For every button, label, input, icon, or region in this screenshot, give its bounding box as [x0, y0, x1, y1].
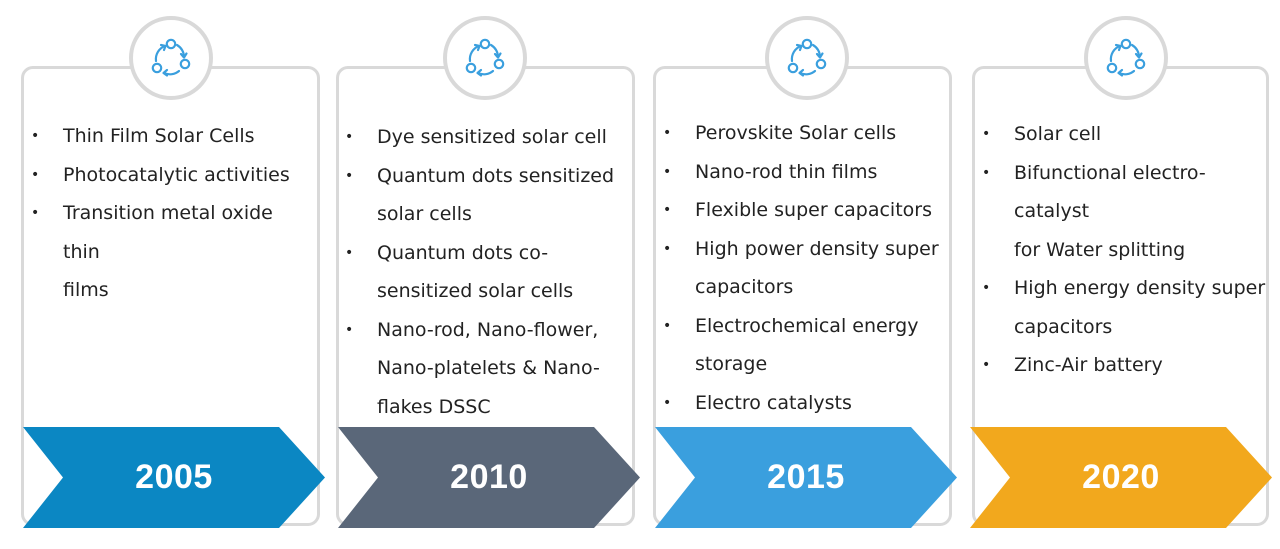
list-item: Solar cell — [982, 115, 1267, 154]
list-item-continuation: flakes DSSC — [377, 395, 491, 418]
icon-badge-2010 — [443, 16, 527, 100]
icon-badge-2020 — [1084, 16, 1168, 100]
item-list-2020: Solar cell Bifunctional electro-catalyst… — [982, 115, 1267, 385]
cycle-icon — [151, 38, 191, 77]
year-label: 2010 — [450, 458, 528, 496]
list-item-continuation: films — [63, 279, 109, 301]
list-item: Nano-rod thin films — [663, 153, 943, 192]
list-item: Thin Film Solar Cells — [31, 117, 311, 156]
year-banner-2015: 2015 — [655, 427, 957, 528]
list-item: Electro catalysts — [663, 384, 943, 423]
list-item: Zinc-Air battery — [982, 346, 1267, 385]
chevron-arrow-shape — [970, 427, 1272, 528]
list-item: Electrochemical energy — [663, 307, 943, 346]
list-item: Perovskite Solar cells — [663, 114, 943, 153]
list-item: Quantum dots sensitized — [345, 157, 625, 196]
icon-badge-2005 — [129, 16, 213, 100]
year-label: 2005 — [135, 458, 213, 496]
cycle-icon — [1106, 38, 1146, 77]
year-banner-2005: 2005 — [23, 427, 325, 528]
year-label: 2015 — [767, 458, 845, 496]
year-banner-2010: 2010 — [338, 427, 640, 528]
list-item: Bifunctional electro-catalyst — [982, 154, 1267, 231]
icon-badge-2015 — [765, 16, 849, 100]
list-item-continuation: capacitors — [1014, 315, 1113, 338]
list-item: Photocatalytic activities — [31, 156, 311, 195]
cycle-icon — [465, 38, 505, 77]
item-list-2010: Dye sensitized solar cell Quantum dots s… — [345, 118, 625, 426]
list-item-continuation: capacitors — [695, 276, 794, 298]
year-banner-2020: 2020 — [970, 427, 1272, 528]
list-item: Transition metal oxide thin — [31, 194, 311, 271]
year-label: 2020 — [1082, 458, 1160, 496]
item-list-2005: Thin Film Solar Cells Photocatalytic act… — [31, 117, 311, 310]
list-item: High power density super — [663, 230, 943, 269]
chevron-arrow-shape — [655, 427, 957, 528]
list-item-continuation: Nano-platelets & Nano- — [377, 357, 600, 379]
list-item: Quantum dots co- — [345, 234, 625, 273]
list-item: High energy density super — [982, 269, 1267, 308]
item-list-2015: Perovskite Solar cells Nano-rod thin fil… — [663, 114, 943, 422]
cycle-icon — [787, 38, 827, 77]
chevron-arrow-shape — [23, 427, 325, 528]
list-item-continuation: solar cells — [377, 203, 472, 225]
list-item: Dye sensitized solar cell — [345, 118, 625, 157]
list-item: Nano-rod, Nano-flower, — [345, 311, 625, 350]
chevron-arrow-shape — [338, 427, 640, 528]
list-item-continuation: sensitized solar cells — [377, 280, 574, 302]
list-item-continuation: for Water splitting — [1014, 238, 1186, 261]
list-item-continuation: storage — [695, 353, 768, 375]
list-item: Flexible super capacitors — [663, 191, 943, 230]
